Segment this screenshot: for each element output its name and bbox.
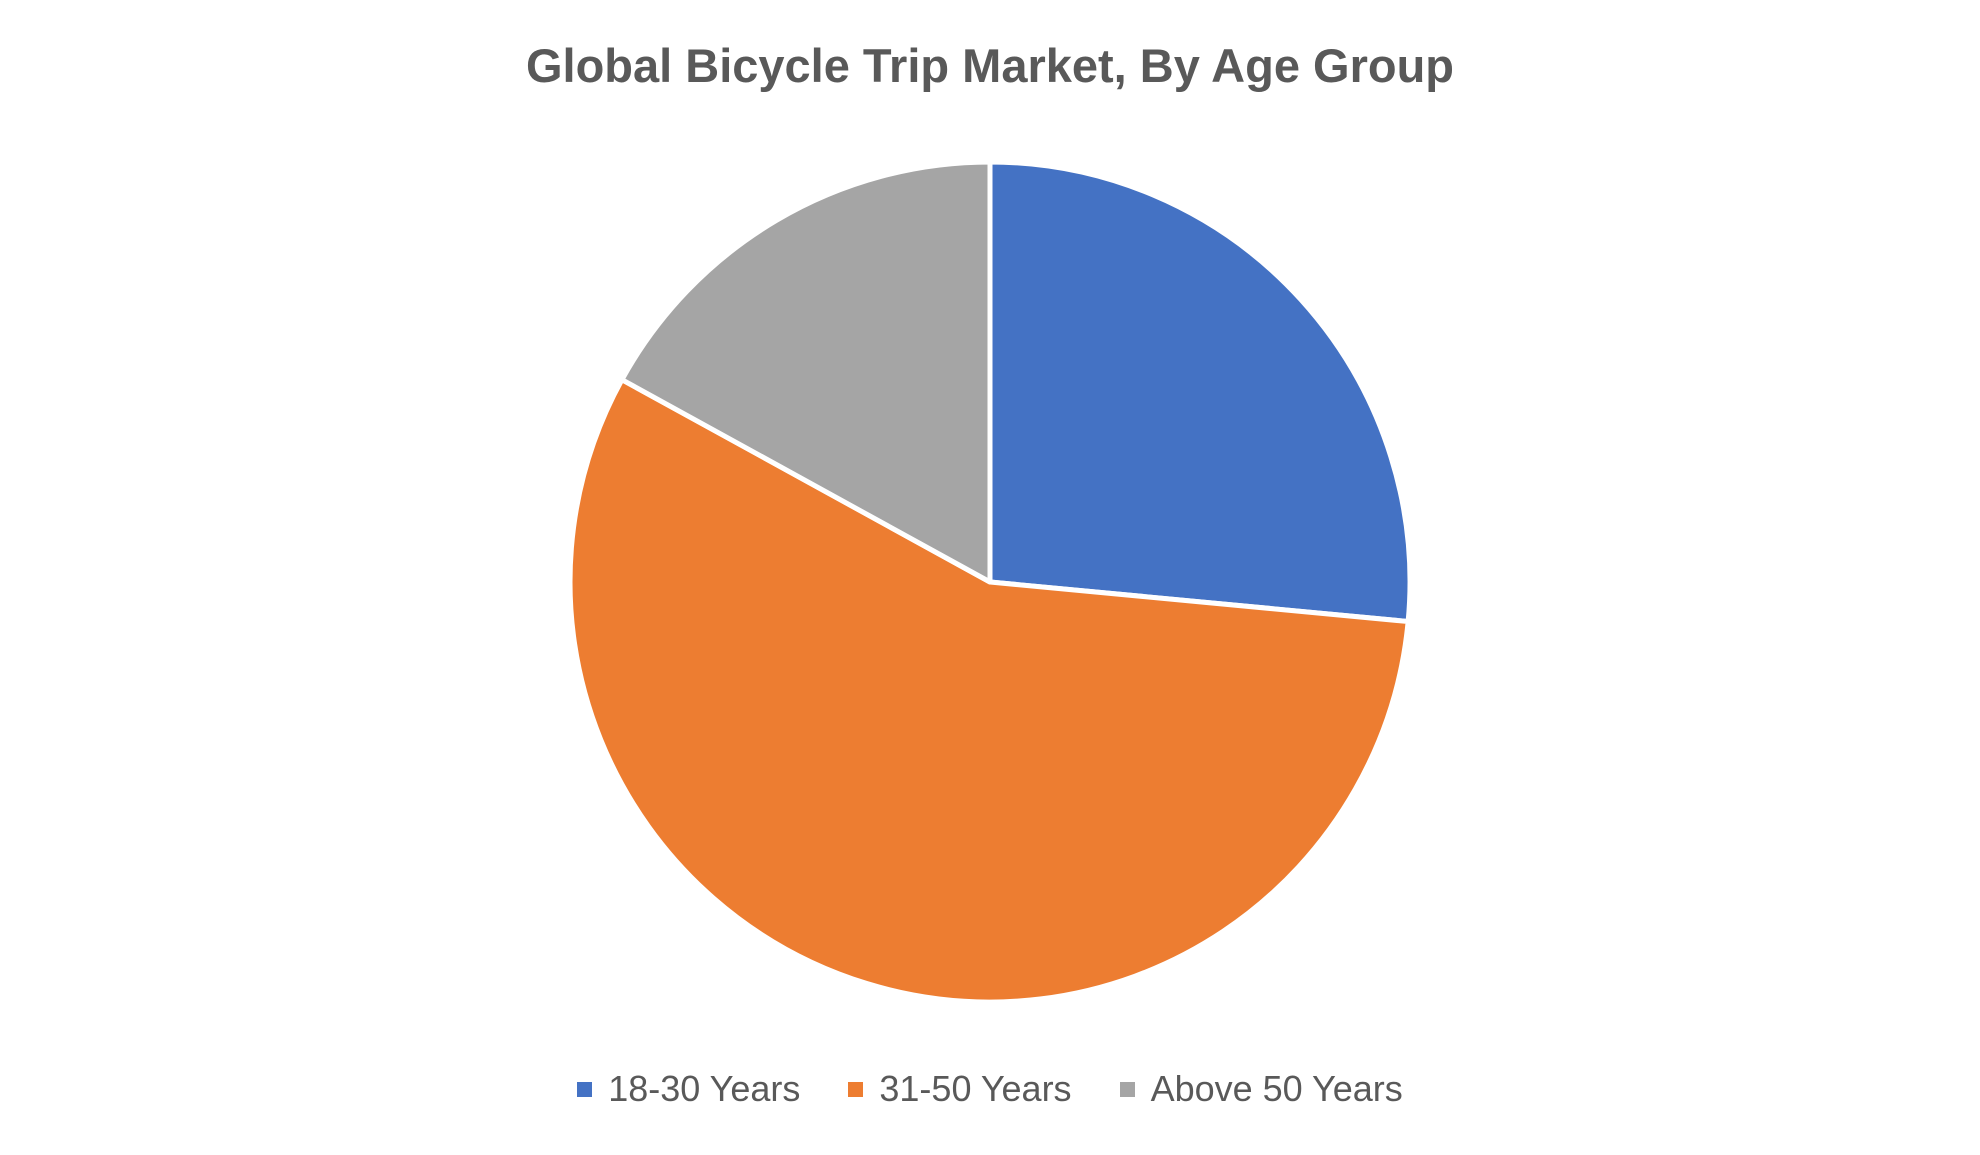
legend-swatch-31-50 (848, 1081, 864, 1097)
legend-label-18-30: 18-30 Years (608, 1068, 801, 1109)
legend-label-above-50: Above 50 Years (1150, 1068, 1403, 1109)
chart-title: Global Bicycle Trip Market, By Age Group (525, 39, 1455, 92)
pie-slice-31-50 (567, 377, 1411, 1005)
legend: 18-30 Years 31-50 Years Above 50 Years (0, 1068, 1980, 1110)
legend-item: 31-50 Years (848, 1068, 1072, 1110)
legend-item: Above 50 Years (1119, 1068, 1403, 1110)
pie-slices (567, 159, 1413, 1005)
legend-item: 18-30 Years (577, 1068, 800, 1110)
legend-swatch-above-50 (1119, 1081, 1135, 1097)
pie-slice-above-50 (619, 159, 993, 585)
legend-label-31-50: 31-50 Years (879, 1068, 1072, 1109)
pie-slice-18-30 (987, 159, 1413, 625)
legend-swatch-18-30 (577, 1081, 593, 1097)
